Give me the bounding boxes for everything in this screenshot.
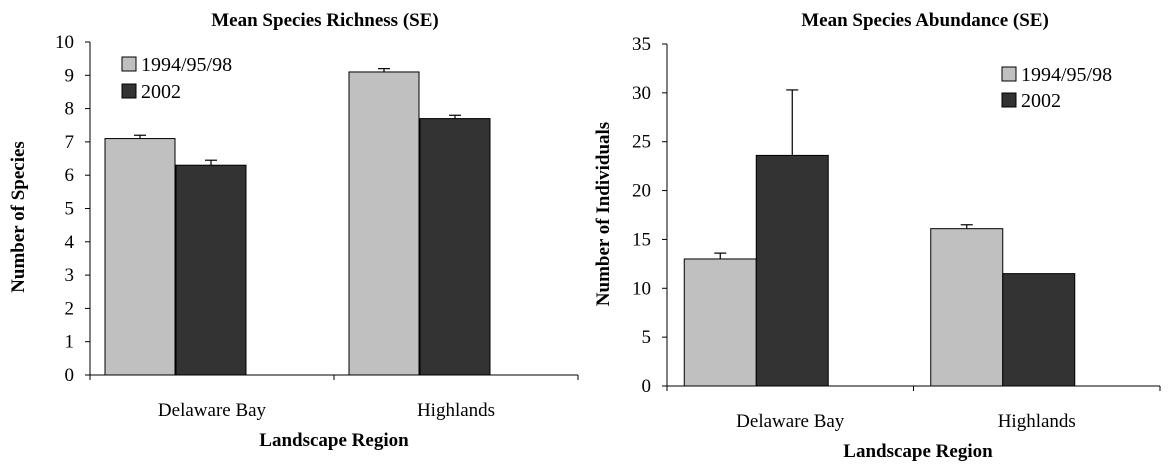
bar — [419, 118, 491, 376]
y-axis-title: Number of Individuals — [593, 122, 614, 306]
legend-swatch — [121, 56, 137, 72]
bar — [1002, 273, 1076, 387]
x-axis-title: Landscape Region — [259, 430, 409, 451]
legend-swatch — [1001, 66, 1017, 82]
x-category-label: Highlands — [417, 400, 495, 421]
legend-swatch — [121, 83, 137, 99]
y-tick-label: 10 — [55, 32, 74, 53]
y-tick-label: 7 — [65, 132, 75, 153]
y-tick-label: 15 — [632, 229, 651, 250]
x-category-label: Highlands — [998, 411, 1076, 432]
legend-label: 2002 — [141, 81, 181, 103]
y-tick-label: 10 — [632, 278, 651, 299]
plot-area: 0 1 2 3 4 5 6 7 8 9 10 Delaware Bay Highlands — [55, 32, 579, 421]
y-tick-label: 0 — [65, 365, 75, 386]
chart-title: Mean Species Richness (SE) — [211, 10, 438, 31]
y-tick-label: 5 — [65, 199, 75, 220]
y-tick-label: 25 — [632, 132, 651, 153]
x-category-label: Delaware Bay — [158, 400, 267, 421]
y-tick-label: 30 — [632, 83, 651, 104]
plot-area: 0 5 10 15 20 25 30 35 Delaware Bay Highlands — [632, 34, 1161, 432]
y-tick-label: 5 — [642, 327, 652, 348]
y-tick-label: 2 — [65, 298, 75, 319]
legend-label: 1994/95/98 — [141, 54, 232, 76]
legend-label: 2002 — [1021, 90, 1061, 112]
x-category-label: Delaware Bay — [736, 411, 845, 432]
y-tick-label: 3 — [65, 265, 75, 286]
chart-title: Mean Species Abundance (SE) — [801, 10, 1049, 31]
legend-label: 1994/95/98 — [1021, 64, 1112, 86]
species-richness-chart: Mean Species Richness (SE) Number of Spe… — [8, 10, 579, 451]
y-tick-label: 8 — [65, 99, 75, 120]
species-abundance-chart: Mean Species Abundance (SE) Number of In… — [593, 10, 1161, 462]
bar — [683, 258, 757, 387]
y-tick-label: 4 — [65, 232, 75, 253]
y-tick-label: 20 — [632, 181, 651, 202]
legend: 1994/95/98 2002 — [121, 54, 232, 103]
legend-swatch — [1001, 92, 1017, 108]
y-tick-label: 35 — [632, 34, 651, 55]
y-tick-label: 1 — [65, 332, 75, 353]
bar — [930, 228, 1004, 387]
bar — [755, 154, 829, 387]
bar — [104, 138, 176, 376]
y-axis-title: Number of Species — [8, 141, 29, 293]
y-tick-label: 0 — [642, 376, 652, 397]
x-axis-title: Landscape Region — [843, 441, 993, 462]
bar — [348, 71, 420, 376]
y-tick-label: 9 — [65, 65, 75, 86]
bar — [175, 164, 247, 376]
y-tick-label: 6 — [65, 165, 75, 186]
legend: 1994/95/98 2002 — [1001, 64, 1112, 112]
